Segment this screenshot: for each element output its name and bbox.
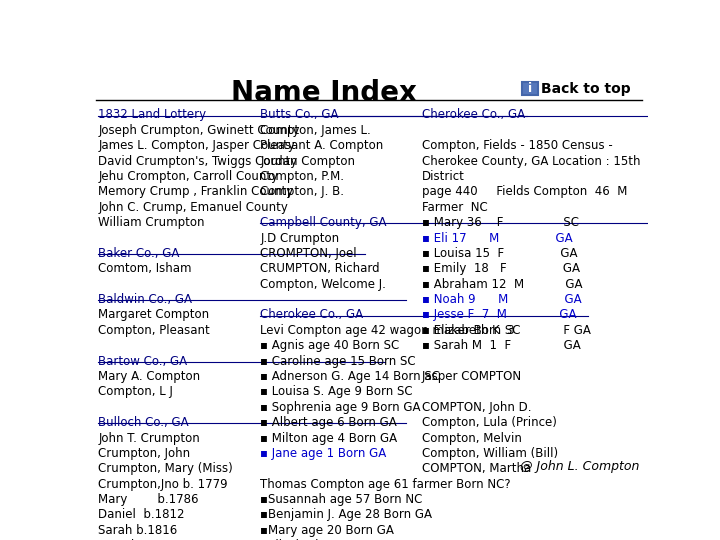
Text: COMPTON, John D.: COMPTON, John D. [422,401,531,414]
Text: Cherokee County, GA Location : 15th: Cherokee County, GA Location : 15th [422,154,641,167]
Text: Compton, Welcome J.: Compton, Welcome J. [260,278,386,291]
Text: David Crumpton's, Twiggs County: David Crumpton's, Twiggs County [99,154,297,167]
Text: ▪Mary age 20 Born GA: ▪Mary age 20 Born GA [260,524,394,537]
Text: ▪ Eli 17      M               GA: ▪ Eli 17 M GA [422,232,572,245]
Text: ▪ Sophrenia age 9 Born GA: ▪ Sophrenia age 9 Born GA [260,401,420,414]
Text: ▪Elizabeth age 16 Born GA: ▪Elizabeth age 16 Born GA [260,539,420,540]
Text: Mary        b.1786: Mary b.1786 [99,493,199,506]
Text: Compton, Pleasant: Compton, Pleasant [99,324,210,337]
Text: ▪Benjamin J. Age 28 Born GA: ▪Benjamin J. Age 28 Born GA [260,509,432,522]
Text: James L. Compton, Jasper County: James L. Compton, Jasper County [99,139,295,152]
Text: Baldwin Co., GA: Baldwin Co., GA [99,293,192,306]
Text: ▪ Sarah M  1  F              GA: ▪ Sarah M 1 F GA [422,339,581,352]
Text: Crumpton,Jno b. 1779: Crumpton,Jno b. 1779 [99,478,228,491]
Text: Back to top: Back to top [541,82,631,96]
Text: Levi Compton age 42 wagon maker Born SC: Levi Compton age 42 wagon maker Born SC [260,324,521,337]
Text: J.D Crumpton: J.D Crumpton [260,232,339,245]
Text: i: i [528,82,532,95]
Text: Jasper COMPTON: Jasper COMPTON [422,370,522,383]
Text: Jane  b.1825: Jane b.1825 [99,539,172,540]
FancyBboxPatch shape [522,82,538,95]
Text: Compton, Lula (Prince): Compton, Lula (Prince) [422,416,557,429]
Text: Memory Crump , Franklin County: Memory Crump , Franklin County [99,185,294,198]
Text: page 440     Fields Compton  46  M: page 440 Fields Compton 46 M [422,185,627,198]
Text: ▪ Louisa S. Age 9 Born SC: ▪ Louisa S. Age 9 Born SC [260,386,413,399]
Text: Crumpton, Mary (Miss): Crumpton, Mary (Miss) [99,462,233,475]
Text: Pleasant A. Compton: Pleasant A. Compton [260,139,384,152]
Text: ▪ Elizabeth K  3             F GA: ▪ Elizabeth K 3 F GA [422,324,591,337]
Text: Compton, J. B.: Compton, J. B. [260,185,344,198]
Text: District: District [422,170,465,183]
Text: ▪ Jesse F  7  M              GA: ▪ Jesse F 7 M GA [422,308,577,321]
Text: ▪ Jane age 1 Born GA: ▪ Jane age 1 Born GA [260,447,387,460]
Text: Margaret Compton: Margaret Compton [99,308,210,321]
Text: Baker Co., GA: Baker Co., GA [99,247,180,260]
Text: COMPTON, Martha: COMPTON, Martha [422,462,531,475]
Text: Campbell County, GA: Campbell County, GA [260,216,387,229]
Text: CRUMPTON, Richard: CRUMPTON, Richard [260,262,380,275]
Text: Cherokee Co., GA: Cherokee Co., GA [422,109,525,122]
Text: Compton, Melvin: Compton, Melvin [422,431,522,444]
Text: ▪ Agnis age 40 Born SC: ▪ Agnis age 40 Born SC [260,339,400,352]
Text: ▪Susannah age 57 Born NC: ▪Susannah age 57 Born NC [260,493,423,506]
Text: Comtom, Isham: Comtom, Isham [99,262,192,275]
Text: ▪ Albert age 6 Born GA: ▪ Albert age 6 Born GA [260,416,397,429]
Text: CROMPTON, Joel: CROMPTON, Joel [260,247,357,260]
Text: Cherokee Co., GA: Cherokee Co., GA [260,308,364,321]
Text: ▪ Noah 9      M               GA: ▪ Noah 9 M GA [422,293,582,306]
Text: ▪ Milton age 4 Born GA: ▪ Milton age 4 Born GA [260,431,397,444]
Text: Compton, Fields - 1850 Census -: Compton, Fields - 1850 Census - [422,139,613,152]
Text: ▪ Mary 36    F                SC: ▪ Mary 36 F SC [422,216,579,229]
Text: @ John L. Compton: @ John L. Compton [521,460,639,473]
Text: Thomas Compton age 61 farmer Born NC?: Thomas Compton age 61 farmer Born NC? [260,478,510,491]
Text: Compton, James L.: Compton, James L. [260,124,371,137]
Text: Compton, William (Bill): Compton, William (Bill) [422,447,558,460]
Text: ▪ Louisa 15  F               GA: ▪ Louisa 15 F GA [422,247,577,260]
Text: Butts Co., GA: Butts Co., GA [260,109,338,122]
Text: Bulloch Co., GA: Bulloch Co., GA [99,416,189,429]
Text: Mary A. Compton: Mary A. Compton [99,370,200,383]
Text: ▪ Emily  18   F               GA: ▪ Emily 18 F GA [422,262,580,275]
Text: Farmer  NC: Farmer NC [422,201,487,214]
Text: Joseph Crumpton, Gwinett County: Joseph Crumpton, Gwinett County [99,124,300,137]
Text: Daniel  b.1812: Daniel b.1812 [99,509,185,522]
Text: John T. Crumpton: John T. Crumpton [99,431,200,444]
Text: ▪ Adnerson G. Age 14 Born SC: ▪ Adnerson G. Age 14 Born SC [260,370,440,383]
Text: Sarah b.1816: Sarah b.1816 [99,524,178,537]
Text: Crumpton, John: Crumpton, John [99,447,191,460]
Text: John C. Crump, Emanuel County: John C. Crump, Emanuel County [99,201,288,214]
Text: 1832 Land Lottery: 1832 Land Lottery [99,109,207,122]
Text: Compton, P.M.: Compton, P.M. [260,170,344,183]
Text: William Crumpton: William Crumpton [99,216,205,229]
Text: ▪ Caroline age 15 Born SC: ▪ Caroline age 15 Born SC [260,355,416,368]
Text: ▪ Abraham 12  M           GA: ▪ Abraham 12 M GA [422,278,582,291]
Text: Compton, L J: Compton, L J [99,386,174,399]
Text: Name Index: Name Index [231,79,418,107]
Text: Jordan Compton: Jordan Compton [260,154,355,167]
Text: Jehu Crompton, Carroll County: Jehu Crompton, Carroll County [99,170,279,183]
Text: Bartow Co., GA: Bartow Co., GA [99,355,187,368]
